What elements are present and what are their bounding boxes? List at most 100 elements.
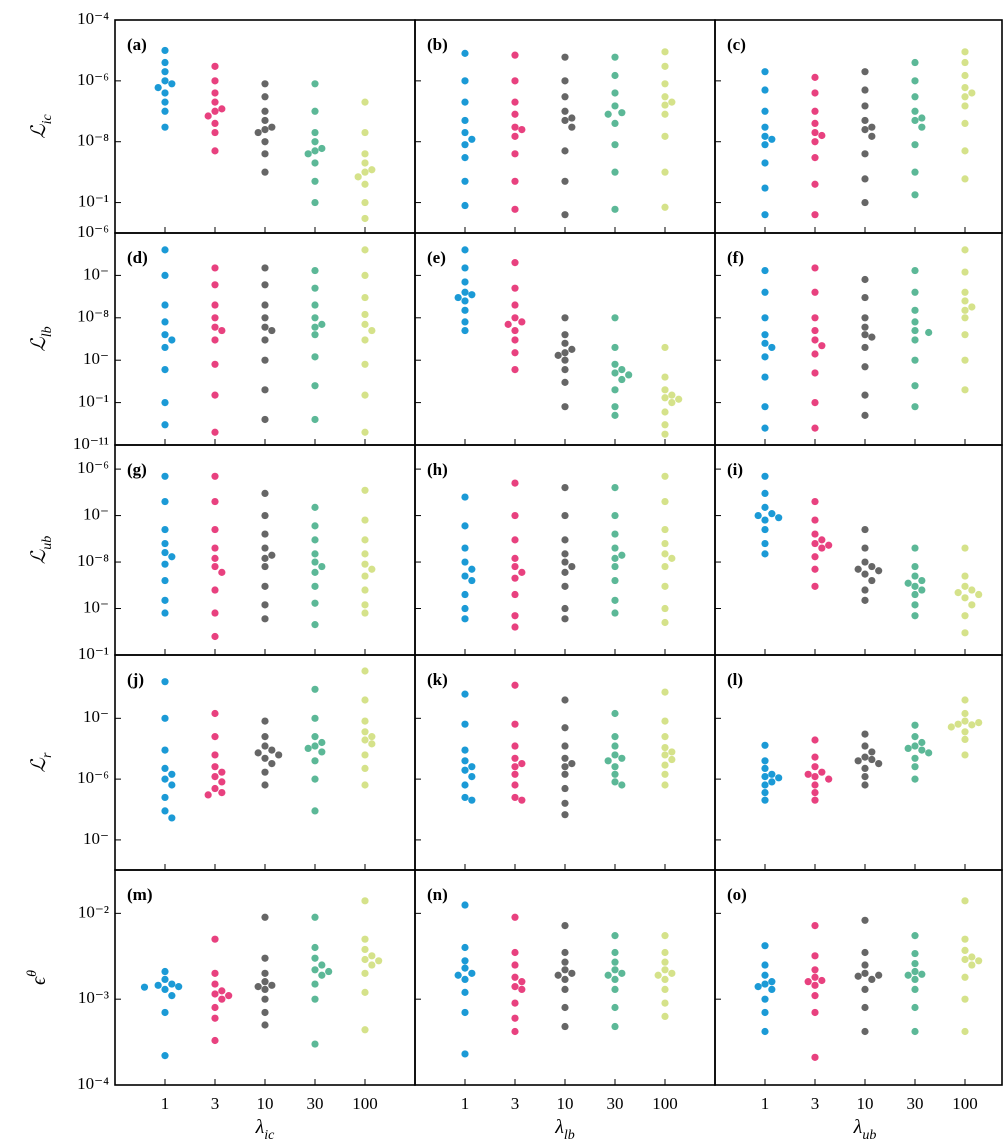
data-point <box>868 576 876 585</box>
data-point <box>868 562 876 571</box>
data-point <box>168 770 176 778</box>
data-point <box>761 980 769 988</box>
data-point <box>811 497 819 506</box>
data-point <box>961 71 969 80</box>
data-point <box>461 326 469 335</box>
data-point <box>304 744 312 753</box>
data-point <box>311 301 319 309</box>
data-point <box>818 544 826 552</box>
data-point <box>461 177 469 185</box>
data-point <box>311 522 319 530</box>
data-point <box>868 132 876 140</box>
data-point <box>461 278 469 286</box>
data-point <box>761 107 769 115</box>
data-point <box>761 550 769 558</box>
data-point <box>561 536 569 544</box>
data-point <box>461 746 469 754</box>
x-tick-label: 1 <box>761 1094 770 1113</box>
data-point <box>875 971 883 979</box>
data-point <box>868 123 876 131</box>
data-point <box>611 562 619 571</box>
data-point <box>361 536 369 544</box>
data-point <box>661 761 669 769</box>
data-point <box>811 288 819 296</box>
data-point <box>461 901 469 909</box>
axis-label-main: ϵ <box>28 976 50 985</box>
data-point <box>911 168 919 176</box>
data-point <box>975 957 983 965</box>
data-point <box>461 1008 469 1017</box>
data-point <box>561 966 569 974</box>
data-point <box>311 284 319 292</box>
data-point <box>204 791 212 799</box>
data-point <box>861 570 869 578</box>
data-point <box>911 985 919 993</box>
data-point <box>518 568 526 576</box>
data-point <box>161 746 169 754</box>
data-point <box>511 961 519 969</box>
data-point <box>861 916 869 924</box>
data-point <box>361 601 369 609</box>
data-point <box>611 932 619 940</box>
data-point <box>604 110 612 118</box>
data-point <box>511 681 519 689</box>
data-point <box>904 579 912 587</box>
data-point <box>861 961 869 969</box>
data-point <box>611 141 619 149</box>
data-point <box>311 943 319 952</box>
data-point <box>161 331 169 339</box>
data-point <box>825 541 833 549</box>
data-point <box>611 709 619 718</box>
data-point <box>775 774 783 782</box>
data-point <box>561 975 569 983</box>
data-point <box>361 945 369 954</box>
data-point <box>911 107 919 115</box>
data-point <box>361 667 369 675</box>
data-point <box>661 948 669 957</box>
data-point <box>968 961 976 969</box>
data-point <box>811 180 819 188</box>
data-point <box>611 483 619 492</box>
data-point <box>911 763 919 771</box>
data-point <box>261 913 269 921</box>
data-point <box>468 763 476 771</box>
data-point <box>861 275 869 284</box>
y-tick-label: 10⁻ <box>83 264 109 283</box>
data-point <box>311 159 319 167</box>
data-point <box>947 723 955 731</box>
data-point <box>361 955 369 964</box>
data-point <box>618 551 626 559</box>
data-point <box>961 696 969 704</box>
data-point <box>961 572 969 580</box>
data-point <box>968 721 976 729</box>
data-point <box>561 784 569 793</box>
data-point <box>861 1027 869 1036</box>
data-point <box>368 326 376 335</box>
data-point <box>961 93 969 101</box>
data-point <box>761 424 769 432</box>
axis-label-sub: ic <box>264 1128 275 1142</box>
data-point <box>761 961 769 969</box>
data-point <box>311 621 319 629</box>
data-point <box>261 582 269 590</box>
data-point <box>811 992 819 1000</box>
data-point <box>361 293 369 302</box>
data-point <box>611 102 619 110</box>
data-point <box>761 141 769 149</box>
data-point <box>361 717 369 725</box>
data-point <box>511 366 519 374</box>
data-point <box>161 576 169 585</box>
data-point <box>211 632 219 641</box>
data-point <box>218 105 226 113</box>
data-point <box>961 629 969 637</box>
data-point <box>161 46 169 55</box>
data-point <box>661 717 669 725</box>
data-point <box>975 719 983 727</box>
data-point <box>461 493 469 501</box>
data-point <box>661 1012 669 1020</box>
data-point <box>875 567 883 575</box>
data-point <box>561 378 569 386</box>
data-point <box>761 516 769 524</box>
x-tick-label: 100 <box>352 1094 378 1113</box>
data-point <box>861 331 869 339</box>
